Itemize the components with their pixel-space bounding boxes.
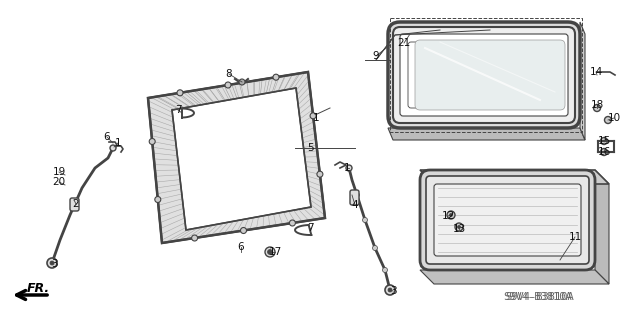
Circle shape	[273, 74, 279, 80]
Text: 14: 14	[589, 67, 603, 77]
Circle shape	[241, 227, 246, 234]
Circle shape	[346, 165, 352, 171]
Polygon shape	[148, 72, 325, 243]
Text: S9V4-B3810A: S9V4-B3810A	[505, 292, 573, 302]
Circle shape	[177, 90, 183, 96]
Circle shape	[447, 211, 455, 219]
Text: 3: 3	[51, 259, 58, 269]
Text: 8: 8	[226, 69, 232, 79]
Text: 20: 20	[52, 177, 65, 187]
Circle shape	[600, 149, 607, 155]
Text: 15: 15	[597, 136, 611, 146]
Text: 1: 1	[115, 138, 122, 148]
Polygon shape	[420, 170, 609, 184]
Circle shape	[50, 261, 54, 265]
Text: 16: 16	[597, 147, 611, 157]
Text: FR.: FR.	[26, 281, 49, 294]
Text: 7: 7	[307, 223, 314, 233]
Circle shape	[310, 113, 316, 119]
Circle shape	[355, 192, 360, 197]
Circle shape	[268, 249, 273, 255]
FancyBboxPatch shape	[350, 190, 359, 205]
FancyBboxPatch shape	[434, 184, 581, 256]
Circle shape	[110, 145, 116, 151]
FancyBboxPatch shape	[400, 34, 568, 116]
Circle shape	[388, 288, 392, 292]
FancyBboxPatch shape	[415, 40, 565, 110]
Circle shape	[149, 138, 155, 145]
FancyBboxPatch shape	[420, 170, 595, 270]
Text: 7: 7	[175, 105, 181, 115]
FancyBboxPatch shape	[408, 42, 560, 108]
Circle shape	[155, 197, 161, 203]
FancyBboxPatch shape	[426, 176, 589, 264]
Text: 12: 12	[442, 211, 454, 221]
Polygon shape	[420, 270, 609, 284]
Circle shape	[289, 220, 296, 226]
Circle shape	[372, 246, 378, 250]
Text: 19: 19	[52, 167, 66, 177]
Text: 1: 1	[313, 113, 319, 123]
Circle shape	[225, 82, 231, 88]
Text: 2: 2	[73, 199, 79, 209]
FancyBboxPatch shape	[70, 198, 79, 211]
Text: 17: 17	[268, 247, 282, 257]
Text: 13: 13	[452, 224, 466, 234]
Polygon shape	[580, 22, 585, 140]
Text: 1: 1	[344, 163, 350, 173]
Circle shape	[383, 268, 387, 272]
Text: 6: 6	[237, 242, 244, 252]
Circle shape	[449, 213, 452, 217]
Text: 3: 3	[390, 286, 396, 296]
Text: 9: 9	[372, 51, 380, 61]
Circle shape	[605, 116, 611, 123]
Circle shape	[239, 79, 245, 85]
Circle shape	[47, 258, 57, 268]
Text: 5: 5	[307, 143, 314, 153]
Polygon shape	[388, 128, 585, 140]
Circle shape	[455, 223, 463, 231]
Text: 11: 11	[568, 232, 582, 242]
Circle shape	[600, 137, 607, 145]
Circle shape	[191, 235, 198, 241]
Circle shape	[385, 285, 395, 295]
Circle shape	[362, 218, 367, 222]
Polygon shape	[595, 170, 609, 284]
Text: 10: 10	[607, 113, 621, 123]
Circle shape	[593, 105, 600, 112]
FancyBboxPatch shape	[393, 27, 575, 123]
Text: 4: 4	[352, 200, 358, 210]
Text: 6: 6	[104, 132, 110, 142]
Circle shape	[265, 247, 275, 257]
Text: 18: 18	[590, 100, 604, 110]
FancyBboxPatch shape	[388, 22, 580, 128]
Circle shape	[458, 226, 461, 228]
Circle shape	[317, 171, 323, 177]
Text: S9V4-B3810A: S9V4-B3810A	[503, 292, 572, 302]
Text: 21: 21	[397, 38, 411, 48]
Polygon shape	[172, 88, 311, 230]
